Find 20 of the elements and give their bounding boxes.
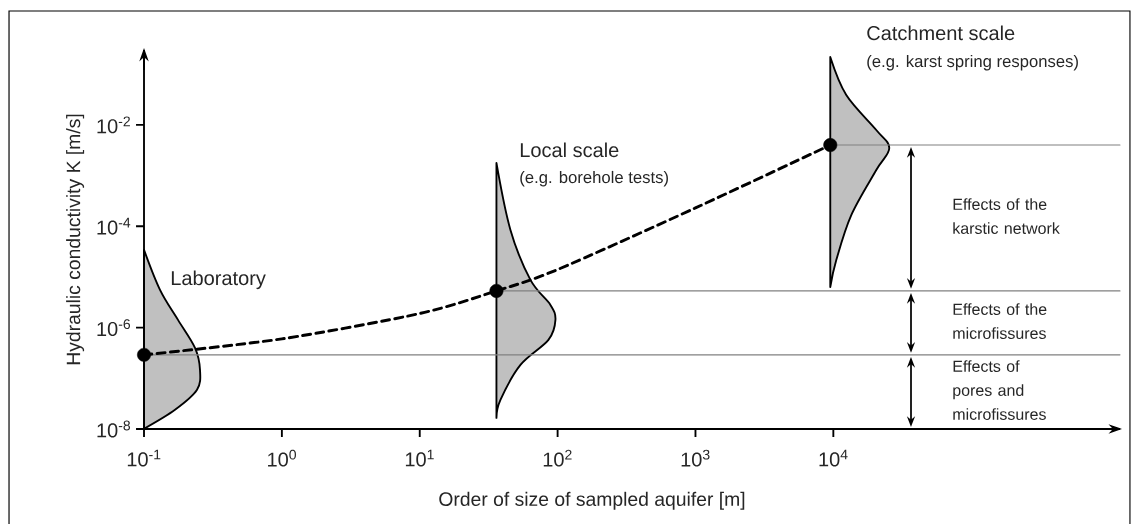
- text: Catchment scale: [867, 25, 1015, 41]
- annotation: Laboratory: [171, 270, 266, 290]
- x-tick-label: 10$^{4}$: [819, 449, 848, 467]
- annotation: Effects of the microfissures: [953, 303, 1047, 339]
- x-tick-label: 10$^{3}$: [681, 449, 710, 467]
- y-axis-title: Hydraulic conductivity K [m/s]: [66, 114, 85, 365]
- y-tick-label: 10$^{-6}$: [97, 319, 131, 337]
- y-tick-label: 10$^{-8}$: [97, 420, 131, 438]
- annotation: Effects of pores and microfissures: [953, 360, 1046, 420]
- annotation: (e.g. borehole tests): [520, 170, 668, 187]
- annotation: Local scale: [520, 142, 619, 158]
- annotation: (e.g. karst spring responses): [867, 54, 1078, 71]
- y-tick-label: 10$^{-2}$: [97, 116, 130, 134]
- x-tick-label: 10$^{2}$: [543, 449, 572, 467]
- x-tick-label: 10$^{-1}$: [127, 449, 161, 467]
- x-axis-title: Order of size of sampled aquifer [m]: [439, 491, 745, 510]
- x-tick-label: 10$^{1}$: [405, 449, 434, 467]
- y-tick-label: 10$^{-4}$: [97, 217, 131, 235]
- x-tick-label: 10$^{0}$: [268, 449, 296, 467]
- annotation: Effects of the karstic network: [953, 198, 1060, 234]
